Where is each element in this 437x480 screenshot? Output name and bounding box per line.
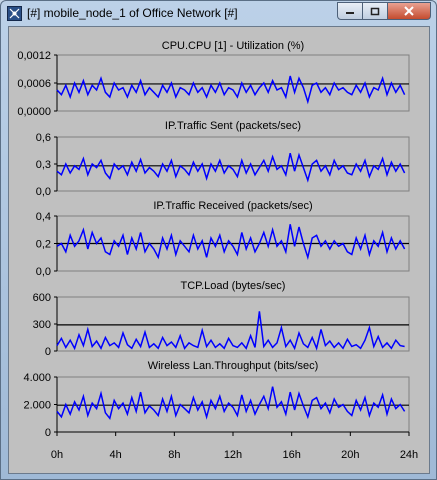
title-bar[interactable]: [#] mobile_node_1 of Office Network [#] [1, 1, 436, 25]
y-tick-label: 0,0 [36, 186, 51, 198]
y-tick-label: 0,0000 [17, 106, 51, 118]
y-tick-label: 0,0006 [17, 78, 51, 90]
y-tick-label: 2.000 [23, 400, 51, 412]
window-title: [#] mobile_node_1 of Office Network [#] [27, 6, 238, 20]
x-tick-label: 16h [282, 449, 300, 461]
y-tick-label: 0 [45, 346, 51, 358]
y-tick-label: 4.000 [23, 372, 51, 384]
x-tick-label: 24h [400, 449, 418, 461]
y-tick-label: 0,6 [36, 132, 51, 144]
chart-title: TCP.Load (bytes/sec) [181, 280, 286, 292]
chart-title: IP.Traffic Sent (packets/sec) [165, 120, 301, 132]
series-line [56, 75, 406, 105]
y-tick-label: 300 [33, 319, 51, 331]
plot-frame [56, 376, 410, 433]
y-tick-label: 0,4 [36, 211, 51, 223]
chart-title: IP.Traffic Received (packets/sec) [153, 200, 312, 212]
x-tick-label: 4h [110, 449, 122, 461]
y-tick-label: 0,0012 [17, 50, 51, 62]
y-tick-label: 0,2 [36, 239, 51, 251]
series-line [56, 152, 406, 183]
y-tick-label: 600 [33, 292, 51, 304]
y-tick-label: 0 [45, 427, 51, 439]
y-tick-label: 0,0 [36, 266, 51, 278]
chart-5: Wireless Lan.Throughput (bits/sec) 4.000 2… [23, 360, 410, 439]
minimize-icon [346, 12, 354, 14]
x-tick-label: 8h [168, 449, 180, 461]
y-tick-label: 0,3 [36, 159, 51, 171]
series-line [56, 311, 405, 351]
plot-frame [56, 136, 410, 192]
chart-title: CPU.CPU [1] - Utilization (%) [162, 40, 304, 52]
x-tick-label: 0h [51, 449, 63, 461]
chart-1: CPU.CPU [1] - Utilization (%) 0,0012 0,000… [17, 40, 410, 118]
x-tick-label: 20h [341, 449, 359, 461]
x-tick-label: 12h [224, 449, 242, 461]
series-line [56, 386, 406, 420]
plot-frame [56, 54, 410, 112]
network-app-icon[interactable] [7, 6, 22, 21]
plot-frame [56, 296, 410, 352]
close-icon [404, 6, 414, 16]
chart-3: IP.Traffic Received (packets/sec) 0,4 0,2 0… [36, 200, 410, 278]
close-button[interactable] [387, 2, 431, 20]
chart-title: Wireless Lan.Throughput (bits/sec) [148, 360, 319, 372]
maximize-icon [370, 7, 380, 15]
series-line [56, 224, 406, 261]
chart-2: IP.Traffic Sent (packets/sec) 0,6 0,3 0,0 [36, 120, 410, 198]
chart-4: TCP.Load (bytes/sec) 600 300 0 [33, 280, 410, 358]
